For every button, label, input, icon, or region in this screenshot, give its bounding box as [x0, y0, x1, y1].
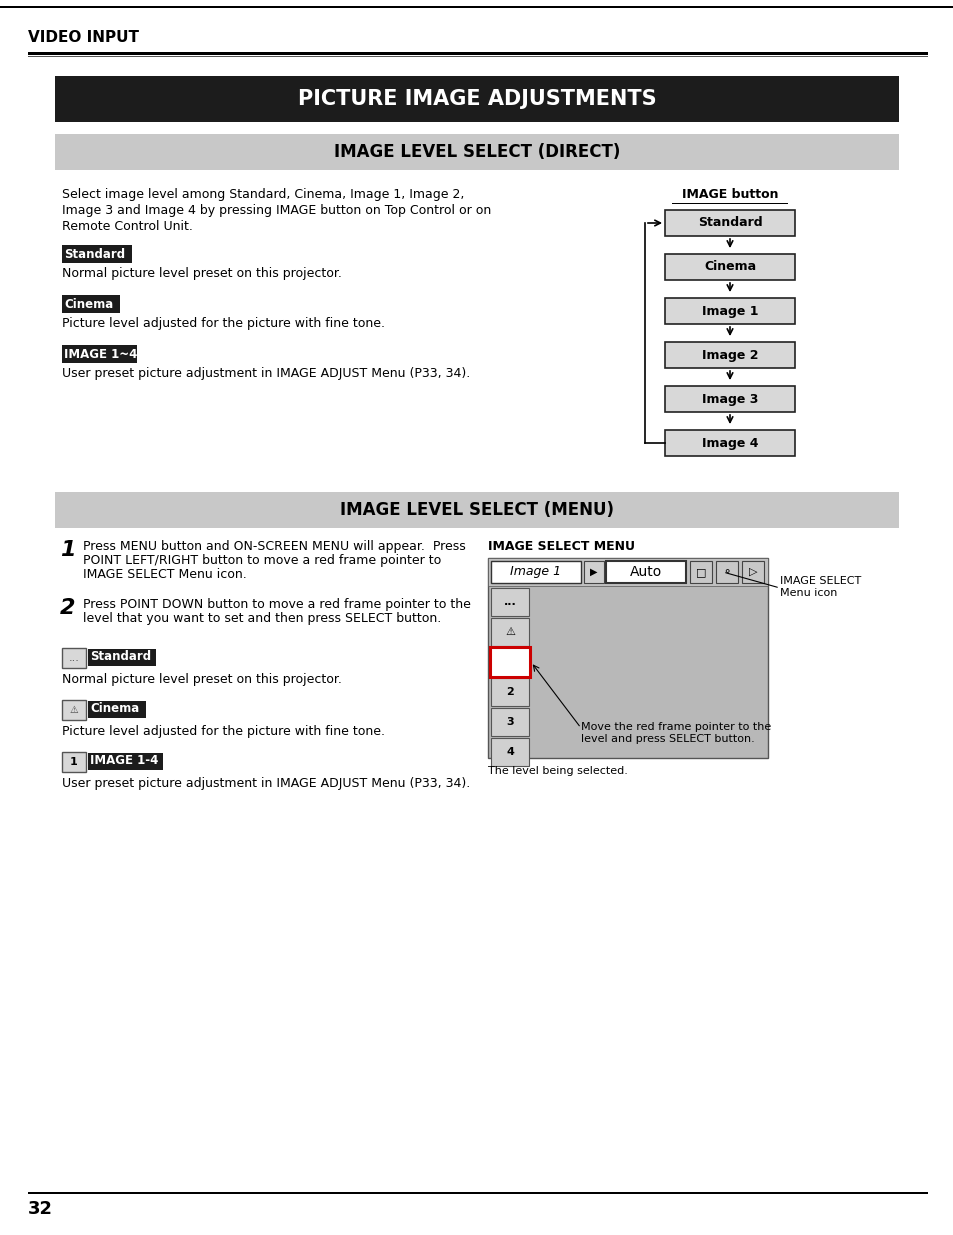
Text: User preset picture adjustment in IMAGE ADJUST Menu (P33, 34).: User preset picture adjustment in IMAGE … — [62, 777, 470, 790]
Bar — [491, 708, 529, 736]
Bar — [88, 701, 146, 718]
Text: Remote Control Unit.: Remote Control Unit. — [62, 220, 193, 233]
Bar — [491, 739, 529, 766]
Bar — [88, 753, 163, 769]
Text: Picture level adjusted for the picture with fine tone.: Picture level adjusted for the picture w… — [62, 317, 385, 330]
Bar — [490, 647, 530, 677]
Text: Standard: Standard — [64, 247, 125, 261]
Text: level that you want to set and then press SELECT button.: level that you want to set and then pres… — [83, 613, 441, 625]
Bar — [62, 648, 86, 668]
Text: Image 4: Image 4 — [701, 436, 758, 450]
Bar — [491, 648, 529, 676]
Bar — [62, 245, 132, 263]
Text: Picture level adjusted for the picture with fine tone.: Picture level adjusted for the picture w… — [62, 725, 385, 739]
Text: IMAGE LEVEL SELECT (DIRECT): IMAGE LEVEL SELECT (DIRECT) — [334, 143, 619, 161]
Text: IMAGE button: IMAGE button — [681, 188, 778, 201]
Text: 1: 1 — [60, 540, 75, 559]
Bar — [62, 752, 86, 772]
Text: 2: 2 — [506, 687, 514, 697]
Text: Image 2: Image 2 — [701, 348, 758, 362]
Text: ...: ... — [503, 597, 516, 606]
Text: 32: 32 — [28, 1200, 53, 1218]
Bar — [88, 650, 156, 666]
Text: ⚬: ⚬ — [721, 567, 731, 577]
Bar — [664, 342, 794, 368]
Text: Image 1: Image 1 — [701, 305, 758, 317]
Text: Press MENU button and ON-SCREEN MENU will appear.  Press: Press MENU button and ON-SCREEN MENU wil… — [83, 540, 465, 553]
Text: Auto: Auto — [629, 564, 661, 579]
Text: IMAGE SELECT
Menu icon: IMAGE SELECT Menu icon — [780, 576, 861, 598]
Bar — [28, 1192, 927, 1193]
Text: □: □ — [695, 567, 705, 577]
Text: ▶: ▶ — [590, 567, 598, 577]
Bar — [55, 492, 898, 529]
Text: ⚠: ⚠ — [504, 627, 515, 637]
Bar — [55, 135, 898, 170]
Text: PICTURE IMAGE ADJUSTMENTS: PICTURE IMAGE ADJUSTMENTS — [297, 89, 656, 109]
Text: 1: 1 — [506, 657, 514, 667]
Text: ...: ... — [69, 653, 79, 663]
Bar — [491, 561, 580, 583]
Bar — [741, 561, 763, 583]
Text: Normal picture level preset on this projector.: Normal picture level preset on this proj… — [62, 267, 341, 280]
Bar — [488, 558, 767, 758]
Bar — [0, 6, 953, 7]
Text: IMAGE 1-4: IMAGE 1-4 — [90, 755, 158, 767]
Text: IMAGE 1~4: IMAGE 1~4 — [64, 347, 137, 361]
Bar — [28, 52, 927, 56]
Bar — [55, 77, 898, 122]
Bar — [664, 254, 794, 280]
Text: The level being selected.: The level being selected. — [488, 766, 627, 776]
Text: Image 1: Image 1 — [510, 566, 561, 578]
Text: IMAGE SELECT Menu icon.: IMAGE SELECT Menu icon. — [83, 568, 247, 580]
Bar — [664, 210, 794, 236]
Text: ⚠: ⚠ — [70, 705, 78, 715]
Bar — [491, 678, 529, 706]
Bar — [62, 295, 120, 312]
Text: Move the red frame pointer to the
level and press SELECT button.: Move the red frame pointer to the level … — [580, 722, 770, 743]
Bar — [689, 561, 711, 583]
Text: Standard: Standard — [697, 216, 761, 230]
Bar — [605, 561, 685, 583]
Text: Cinema: Cinema — [64, 298, 113, 310]
Text: 1: 1 — [71, 757, 78, 767]
Bar — [488, 558, 767, 585]
Text: IMAGE LEVEL SELECT (MENU): IMAGE LEVEL SELECT (MENU) — [339, 501, 614, 519]
Bar — [491, 618, 529, 646]
Bar — [716, 561, 738, 583]
Text: Image 3: Image 3 — [701, 393, 758, 405]
Text: POINT LEFT/RIGHT button to move a red frame pointer to: POINT LEFT/RIGHT button to move a red fr… — [83, 555, 441, 567]
Text: Cinema: Cinema — [90, 703, 139, 715]
Text: 4: 4 — [505, 747, 514, 757]
Text: 2: 2 — [60, 598, 75, 618]
Text: ▷: ▷ — [748, 567, 757, 577]
Text: Standard: Standard — [90, 651, 151, 663]
Text: Select image level among Standard, Cinema, Image 1, Image 2,: Select image level among Standard, Cinem… — [62, 188, 464, 201]
Bar — [671, 203, 787, 204]
Bar — [491, 588, 529, 616]
Bar — [62, 700, 86, 720]
Text: Press POINT DOWN button to move a red frame pointer to the: Press POINT DOWN button to move a red fr… — [83, 598, 471, 611]
Text: IMAGE SELECT MENU: IMAGE SELECT MENU — [488, 540, 635, 553]
Text: Cinema: Cinema — [703, 261, 756, 273]
Bar — [62, 345, 137, 363]
Bar — [664, 430, 794, 456]
Bar — [664, 387, 794, 412]
Bar — [664, 298, 794, 324]
Text: Image 3 and Image 4 by pressing IMAGE button on Top Control or on: Image 3 and Image 4 by pressing IMAGE bu… — [62, 204, 491, 217]
Bar — [583, 561, 603, 583]
Text: VIDEO INPUT: VIDEO INPUT — [28, 30, 139, 44]
Text: Normal picture level preset on this projector.: Normal picture level preset on this proj… — [62, 673, 341, 685]
Text: 3: 3 — [506, 718, 514, 727]
Text: User preset picture adjustment in IMAGE ADJUST Menu (P33, 34).: User preset picture adjustment in IMAGE … — [62, 367, 470, 380]
